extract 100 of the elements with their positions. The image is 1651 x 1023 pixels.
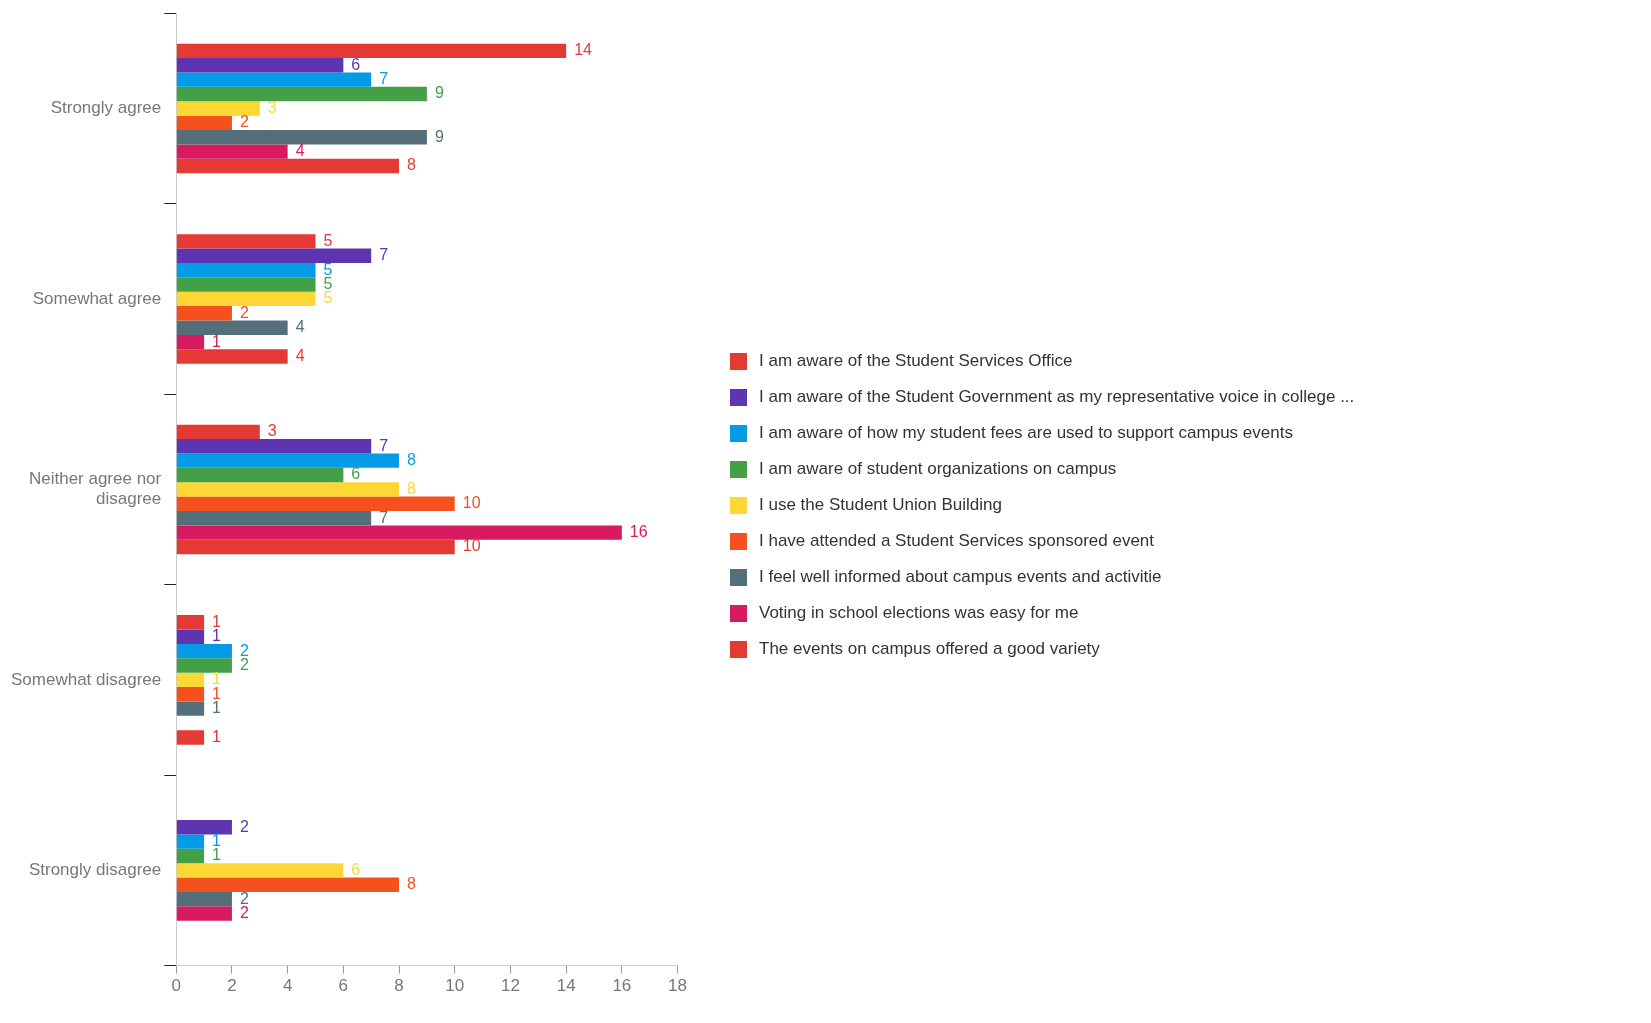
x-tick-label: 12 [500, 976, 520, 996]
data-label: 4 [295, 346, 305, 364]
bar [176, 144, 288, 159]
data-label: 16 [629, 522, 648, 540]
data-label: 2 [239, 817, 249, 835]
bar [176, 248, 372, 263]
data-label: 4 [295, 142, 305, 160]
x-tick-label: 8 [394, 976, 404, 996]
data-label: 1 [212, 612, 222, 630]
bar [176, 496, 455, 511]
bar [176, 158, 400, 174]
data-label: 6 [351, 860, 361, 878]
data-label: 1 [212, 831, 222, 849]
bar [176, 525, 622, 540]
data-label: 10 [462, 537, 481, 555]
legend-label: The events on campus offered a good variety [759, 639, 1100, 659]
x-tick-label: 10 [445, 976, 465, 996]
data-label: 8 [407, 875, 417, 893]
data-label: 1 [212, 699, 222, 717]
legend-label: I have attended a Student Services sponsored event [759, 531, 1155, 551]
data-label: 8 [407, 451, 417, 469]
x-tick-label: 4 [282, 976, 293, 996]
bar [176, 320, 288, 335]
bar [176, 819, 232, 835]
legend-label: Voting in school elections was easy for me [759, 603, 1079, 623]
data-label: 6 [351, 55, 361, 73]
bar [176, 687, 205, 702]
bar [176, 439, 372, 454]
bar [176, 101, 260, 116]
bar [176, 510, 372, 526]
bar [176, 863, 344, 878]
y-tick-label: Neither agree nor disagree [28, 468, 162, 509]
legend-label: I am aware of the Student Services Office [759, 351, 1073, 371]
bar [176, 906, 232, 921]
data-label: 8 [407, 479, 417, 497]
bar [176, 615, 205, 630]
bar [176, 43, 567, 59]
x-tick-label: 18 [668, 976, 688, 996]
bar [176, 539, 455, 555]
bar [176, 453, 400, 468]
x-tick-label: 0 [171, 976, 181, 996]
bar [176, 86, 427, 102]
bar [176, 72, 372, 87]
y-tick-label: Somewhat disagree [10, 669, 162, 689]
bar [176, 424, 260, 440]
data-label: 1 [212, 332, 222, 350]
data-label: 3 [267, 422, 277, 440]
data-label: 6 [351, 465, 361, 483]
bar [176, 701, 205, 716]
data-label: 7 [379, 70, 389, 88]
data-label: 5 [323, 289, 333, 307]
x-tick-label: 16 [612, 976, 632, 996]
bar [176, 658, 232, 673]
x-tick-label: 6 [338, 976, 349, 996]
data-label: 9 [434, 127, 444, 145]
data-label: 14 [574, 41, 593, 59]
y-tick-label: Strongly agree [50, 98, 162, 118]
bar [176, 848, 205, 864]
data-label: 4 [295, 318, 305, 336]
bar [176, 334, 205, 350]
legend-label: I use the Student Union Building [759, 495, 1002, 515]
y-tick-label: Strongly disagree [28, 860, 162, 880]
data-label: 1 [212, 846, 222, 864]
bar [176, 629, 205, 644]
bar [176, 891, 232, 907]
bar [176, 306, 232, 321]
bar [176, 291, 316, 307]
x-tick-label: 2 [227, 976, 237, 996]
data-label: 5 [323, 231, 333, 249]
bar [176, 130, 427, 145]
bar [176, 730, 205, 745]
bar [176, 467, 344, 483]
data-label: 8 [407, 156, 417, 174]
data-label: 3 [267, 98, 277, 116]
legend-label: I am aware of the Student Government as my representative voice in college ... [759, 387, 1355, 407]
data-label: 10 [462, 494, 481, 512]
y-tick-label: Somewhat agree [32, 288, 162, 308]
bar [176, 482, 400, 497]
bar [176, 234, 316, 249]
bar [176, 877, 400, 892]
bar [176, 115, 232, 131]
bar [176, 349, 288, 364]
bar [176, 643, 232, 659]
legend-label: I feel well informed about campus events and activitie [759, 567, 1162, 587]
bar [176, 262, 316, 278]
legend-label: I am aware of how my student fees are used to support campus events [759, 423, 1293, 443]
data-label: 7 [379, 508, 389, 526]
data-label: 7 [379, 436, 389, 454]
data-label: 2 [239, 113, 249, 131]
bar [176, 834, 205, 849]
data-label: 7 [379, 246, 389, 264]
data-label: 1 [212, 627, 222, 645]
legend-label: I am aware of student organizations on campus [759, 459, 1117, 479]
bar [176, 277, 316, 292]
bar [176, 58, 344, 73]
bar [176, 672, 205, 688]
data-label: 2 [239, 303, 249, 321]
data-label: 1 [212, 727, 222, 745]
x-tick-label: 14 [556, 976, 576, 996]
data-label: 9 [434, 84, 444, 102]
